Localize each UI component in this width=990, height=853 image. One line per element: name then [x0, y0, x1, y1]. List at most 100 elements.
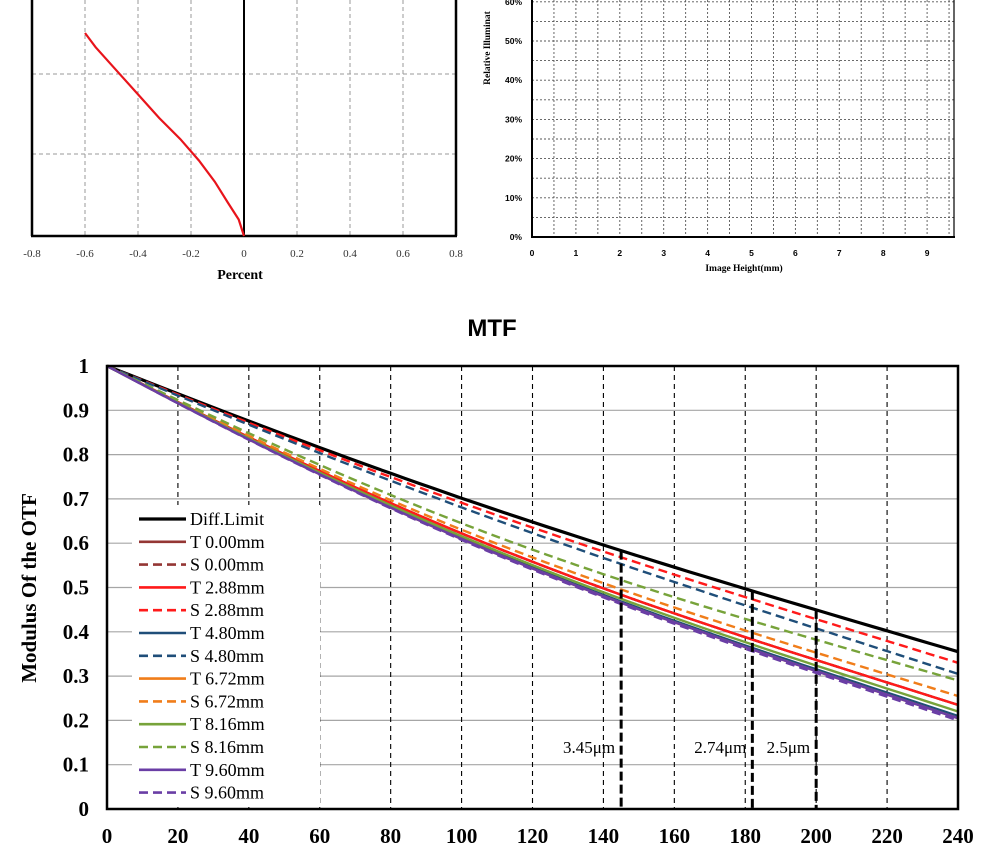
mtf-legend-label: T 2.88mm [190, 577, 265, 597]
mtf-series-diff-limit [106, 364, 959, 654]
mtf-y-tick-label: 0.1 [63, 753, 89, 777]
illumination-y-ticks: 0% 10% 20% 30% 40% 50% 60% [505, 0, 522, 242]
mtf-legend-label: T 8.16mm [190, 714, 265, 734]
distortion-chart: -0.8 -0.6 -0.4 -0.2 0 0.2 0.4 0.6 0.8 Percent [23, 0, 463, 283]
illumination-y-tick-label: 40% [505, 75, 522, 85]
mtf-chart: MTF 3.45μm 2.74μm 2.5μm 0 0.1 0.2 0.3 0.4 0.5 0.… [17, 315, 974, 848]
mtf-series-s-6-72mm [106, 364, 959, 698]
mtf-legend-item: Diff.Limit [139, 509, 264, 529]
mtf-y-tick-label: 0.6 [63, 531, 89, 555]
mtf-x-tick-label: 140 [588, 824, 620, 848]
illumination-chart: 0% 10% 20% 30% 40% 50% 60% 0 1 2 3 4 5 6 7 8 9 Relative… [483, 0, 955, 274]
distortion-x-tick-label: 0.6 [396, 248, 410, 260]
illumination-grid [532, 0, 954, 237]
distortion-curve [84, 32, 246, 237]
mtf-x-tick-label: 80 [380, 824, 401, 848]
mtf-legend-item: T 2.88mm [139, 577, 265, 597]
mtf-x-tick-label: 100 [446, 824, 478, 848]
mtf-x-tick-label: 40 [238, 824, 259, 848]
illumination-x-tick-label: 0 [530, 248, 535, 258]
distortion-x-ticks: -0.8 -0.6 -0.4 -0.2 0 0.2 0.4 0.6 0.8 [23, 248, 463, 260]
mtf-legend-label: S 9.60mm [190, 783, 264, 803]
mtf-plot-frame [105, 364, 960, 811]
mtf-legend-item: S 6.72mm [139, 691, 264, 711]
distortion-x-tick-label: 0.8 [449, 248, 463, 260]
mtf-legend-label: S 2.88mm [190, 600, 264, 620]
mtf-x-tick-label: 120 [517, 824, 549, 848]
mtf-legend-item: T 9.60mm [139, 760, 265, 780]
illumination-x-tick-label: 6 [793, 248, 798, 258]
mtf-legend-item: S 0.00mm [139, 555, 264, 575]
distortion-x-tick-label: -0.4 [129, 248, 147, 260]
mtf-legend-item: T 4.80mm [139, 623, 265, 643]
mtf-legend-label: S 6.72mm [190, 691, 264, 711]
mtf-x-tick-label: 180 [730, 824, 762, 848]
mtf-y-tick-label: 0.7 [63, 487, 89, 511]
distortion-x-label: Percent [217, 268, 263, 283]
mtf-y-tick-label: 0.2 [63, 708, 89, 732]
mtf-legend-label: T 4.80mm [190, 623, 265, 643]
mtf-y-tick-label: 0.9 [63, 398, 89, 422]
mtf-marker-label: 3.45μm [563, 738, 615, 757]
mtf-x-tick-label: 60 [309, 824, 330, 848]
mtf-legend-label: T 9.60mm [190, 760, 265, 780]
illumination-y-tick-label: 20% [505, 154, 522, 164]
illumination-x-tick-label: 4 [705, 248, 710, 258]
mtf-y-tick-label: 1 [79, 354, 90, 378]
mtf-x-ticks: 0 20 40 60 80 100 120 140 160 180 200 220 240 [102, 824, 974, 848]
illumination-x-ticks: 0 1 2 3 4 5 6 7 8 9 [530, 248, 930, 258]
mtf-x-tick-label: 200 [800, 824, 832, 848]
mtf-y-label: Modulus Of the OTF [17, 493, 41, 683]
illumination-y-tick-label: 0% [510, 232, 523, 242]
distortion-x-tick-label: 0.2 [290, 248, 304, 260]
mtf-legend-item: S 9.60mm [139, 783, 264, 803]
illumination-x-tick-label: 2 [617, 248, 622, 258]
illumination-x-tick-label: 8 [881, 248, 886, 258]
mtf-legend-item: T 0.00mm [139, 532, 265, 552]
illumination-y-label: Relative Illuminat [483, 10, 493, 84]
distortion-x-tick-label: 0 [241, 248, 247, 260]
mtf-x-tick-label: 240 [942, 824, 974, 848]
mtf-legend-box [132, 505, 320, 807]
illumination-y-tick-label: 60% [505, 0, 522, 7]
mtf-marker-label: 2.74μm [694, 738, 746, 757]
illumination-x-tick-label: 7 [837, 248, 842, 258]
mtf-x-tick-label: 0 [102, 824, 113, 848]
distortion-x-tick-label: -0.6 [76, 248, 94, 260]
mtf-legend-item: S 4.80mm [139, 646, 264, 666]
mtf-series-s-2-88mm [106, 364, 959, 664]
mtf-x-tick-label: 220 [871, 824, 903, 848]
mtf-legend-label: S 8.16mm [190, 737, 264, 757]
mtf-y-tick-label: 0.3 [63, 664, 89, 688]
mtf-legend-item: S 2.88mm [139, 600, 264, 620]
mtf-legend-item: T 8.16mm [139, 714, 265, 734]
illumination-x-tick-label: 9 [925, 248, 930, 258]
mtf-legend-item: S 8.16mm [139, 737, 264, 757]
illumination-x-tick-label: 1 [574, 248, 579, 258]
mtf-legend-label: T 0.00mm [190, 532, 265, 552]
illumination-x-tick-label: 5 [749, 248, 754, 258]
illumination-y-tick-label: 30% [505, 114, 522, 124]
mtf-legend-label: S 0.00mm [190, 555, 264, 575]
mtf-x-tick-label: 160 [659, 824, 691, 848]
distortion-x-tick-label: -0.2 [182, 248, 199, 260]
mtf-pixel-markers: 3.45μm 2.74μm 2.5μm [563, 550, 818, 809]
mtf-title: MTF [467, 315, 516, 342]
illumination-x-label: Image Height(mm) [705, 263, 782, 274]
mtf-legend-item: T 6.72mm [139, 669, 265, 689]
mtf-legend-label: Diff.Limit [190, 509, 264, 529]
mtf-y-tick-label: 0.8 [63, 443, 89, 467]
mtf-y-tick-label: 0.5 [63, 576, 89, 600]
mtf-legend-label: S 4.80mm [190, 646, 264, 666]
mtf-y-tick-label: 0.4 [63, 620, 90, 644]
distortion-x-tick-label: -0.8 [23, 248, 41, 260]
illumination-x-tick-label: 3 [661, 248, 666, 258]
mtf-legend-label: T 6.72mm [190, 669, 265, 689]
mtf-series-s-9-60mm [106, 364, 959, 722]
mtf-y-ticks: 0 0.1 0.2 0.3 0.4 0.5 0.6 0.7 0.8 0.9 1 [63, 354, 90, 821]
mtf-y-tick-label: 0 [79, 797, 90, 821]
distortion-x-tick-label: 0.4 [343, 248, 357, 260]
illumination-y-tick-label: 10% [505, 193, 522, 203]
